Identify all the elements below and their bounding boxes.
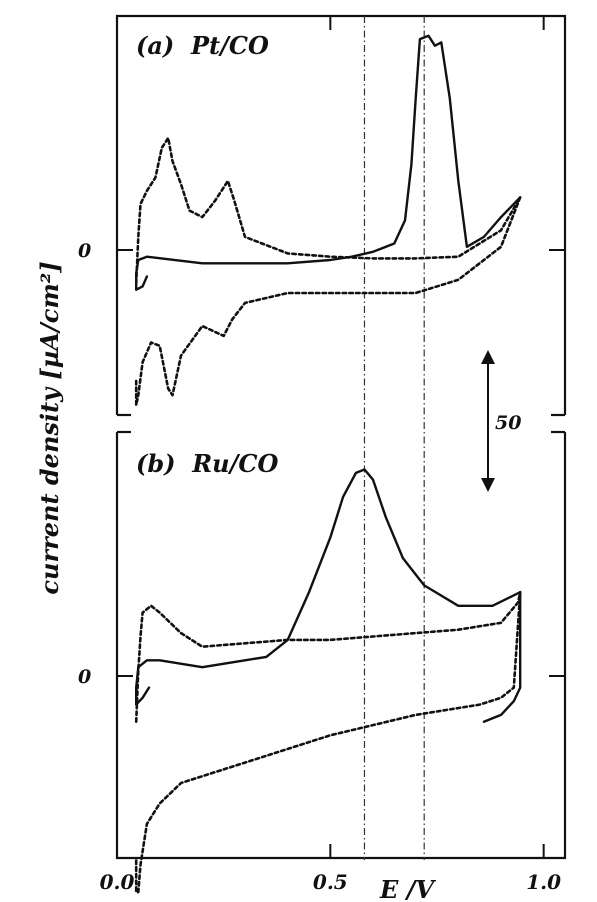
scale-bar-arrow-down-icon [481,478,495,492]
panel-a-title: (a) Pt/CO [136,31,269,60]
panel-a-frame [115,14,567,415]
panel-a-series-dotted-2 [134,136,522,285]
x-axis-ticks: 0.0 0.5 1.0 [100,16,561,894]
panel-b-frame [115,432,567,860]
panel-b-title: (b) Ru/CO [136,449,278,478]
panel-a-series-solid-1 [134,34,522,291]
panel-a-curves [134,34,522,407]
x-tick-label-1: 0.0 [100,870,135,894]
x-tick-label-2: 0.5 [313,870,348,894]
panel-a-series-dotted-3 [134,196,522,407]
scale-bar-arrow-up-icon [481,350,495,364]
panel-b-series-dotted-2 [134,590,522,724]
reference-lines [363,16,425,860]
x-tick-label-3: 1.0 [526,870,561,894]
panel-b-curves [134,468,522,894]
panel-b-series-dotted-3 [134,590,522,894]
panel-b-zero-label: 0 [78,666,91,688]
scale-bar-label: 50 [495,412,521,434]
panel-b-series-solid-1 [134,468,522,723]
panel-a-zero-label: 0 [78,240,91,262]
x-axis-label: E /V [379,875,436,902]
y-axis-label: current density [µA/cm²] [35,261,64,594]
